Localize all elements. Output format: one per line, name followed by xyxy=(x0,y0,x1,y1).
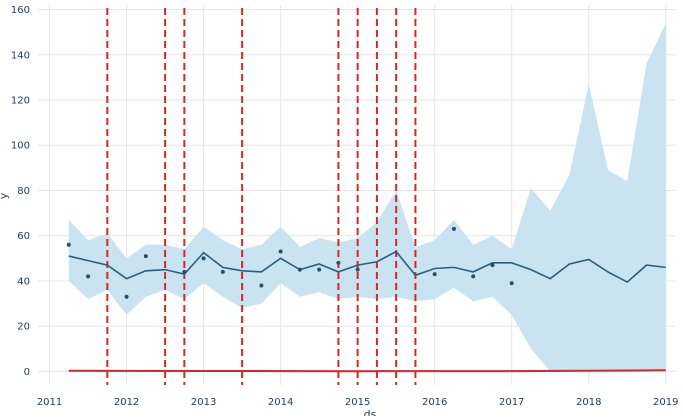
forecast-line-layer xyxy=(68,250,666,284)
observed-point xyxy=(432,272,437,277)
observed-point xyxy=(182,269,187,274)
changepoint-layer xyxy=(106,8,417,385)
observed-point xyxy=(278,249,283,254)
observed-point xyxy=(336,260,341,265)
trend-line-layer xyxy=(68,369,666,373)
observed-point xyxy=(509,281,514,286)
y-tick-label: 160 xyxy=(11,5,30,16)
observed-point xyxy=(143,254,148,259)
x-tick-label: 2019 xyxy=(653,397,678,408)
y-tick-label: 120 xyxy=(11,96,30,107)
x-axis-title: ds xyxy=(364,408,377,416)
observed-point xyxy=(259,283,264,288)
y-tick-label: 140 xyxy=(11,50,30,61)
y-tick-label: 80 xyxy=(17,186,30,197)
x-tick-label: 2016 xyxy=(422,397,447,408)
observed-point xyxy=(490,263,495,268)
x-tick-label: 2018 xyxy=(576,397,601,408)
observed-point xyxy=(355,267,360,272)
uncertainty-band-layer xyxy=(68,23,666,372)
y-tick-label: 40 xyxy=(17,276,30,287)
y-tick-label: 100 xyxy=(11,141,30,152)
x-tick-label: 2015 xyxy=(345,397,370,408)
x-tick-label: 2013 xyxy=(191,397,216,408)
observed-point xyxy=(451,226,456,231)
observed-point xyxy=(297,267,302,272)
y-tick-label: 60 xyxy=(17,231,30,242)
y-tick-label: 20 xyxy=(17,322,30,333)
forecast-line xyxy=(68,250,666,284)
x-tick-label: 2011 xyxy=(37,397,62,408)
observed-point xyxy=(220,269,225,274)
observed-point xyxy=(201,256,206,261)
observed-point xyxy=(317,267,322,272)
y-axis-title: y xyxy=(0,192,10,199)
trend-line xyxy=(68,369,666,373)
x-tick-label: 2012 xyxy=(114,397,139,408)
tick-label-layer: 2011 2012 2013 2014 2015 2016 2017 2018 2019 0 20 4… xyxy=(11,5,679,408)
y-tick-label: 0 xyxy=(24,367,30,378)
observed-points-layer xyxy=(66,226,514,299)
x-tick-label: 2017 xyxy=(499,397,524,408)
observed-point xyxy=(86,274,91,279)
observed-point xyxy=(124,294,129,299)
observed-point xyxy=(66,242,71,247)
x-tick-label: 2014 xyxy=(268,397,293,408)
uncertainty-band xyxy=(68,23,666,372)
observed-point xyxy=(471,274,476,279)
